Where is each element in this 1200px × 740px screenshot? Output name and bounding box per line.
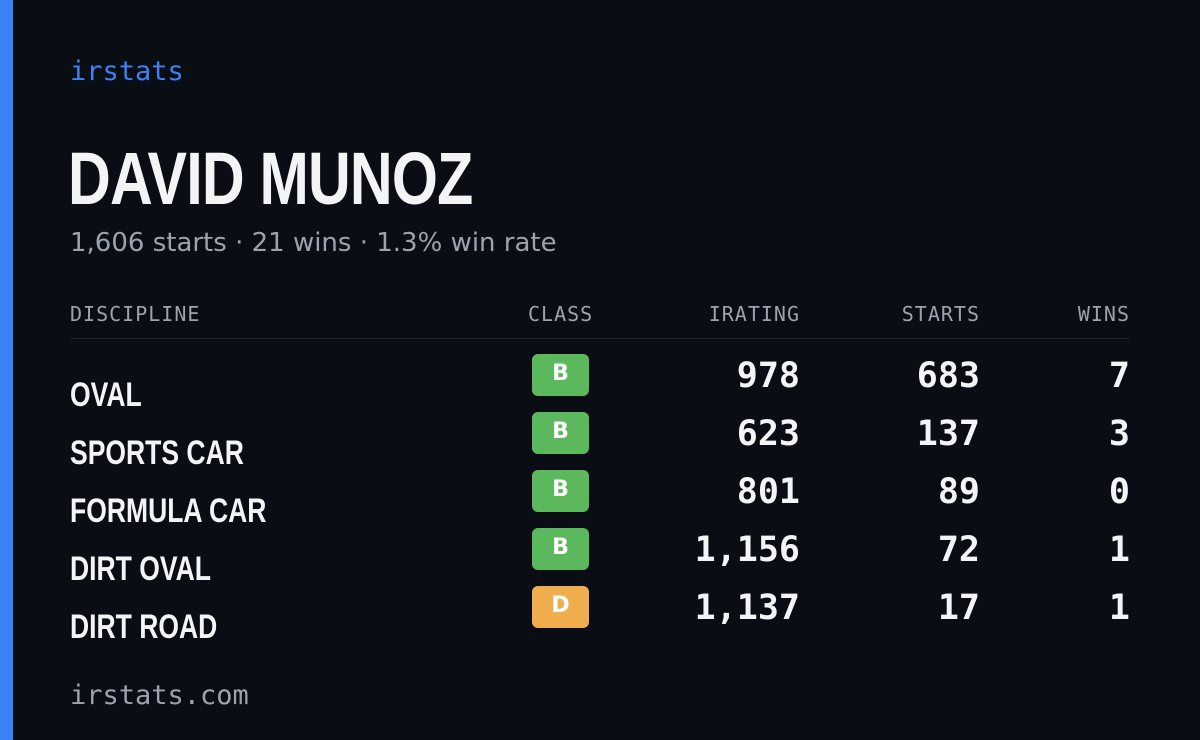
starts-value: 137 [916, 414, 980, 454]
wins-value: 7 [1108, 356, 1130, 396]
class-badge: B [532, 470, 589, 512]
discipline-name: OVAL [70, 376, 142, 414]
table-header: DISCIPLINE CLASS IRATING STARTS WINS [70, 296, 1130, 339]
discipline-name: FORMULA CAR [70, 492, 267, 530]
starts-value: 72 [937, 530, 980, 570]
table-row: OVAL B 978 683 7 [70, 354, 1130, 414]
class-badge: B [532, 528, 589, 570]
table-row: DIRT OVAL B 1,156 72 1 [70, 528, 1130, 588]
irating-value: 801 [736, 472, 800, 512]
table-row: FORMULA CAR B 801 89 0 [70, 470, 1130, 530]
irating-value: 623 [736, 414, 800, 454]
irating-value: 1,156 [694, 530, 800, 570]
wins-value: 1 [1108, 588, 1130, 628]
starts-value: 683 [916, 356, 980, 396]
class-badge: D [532, 586, 589, 628]
footer-url: irstats.com [70, 680, 249, 711]
accent-bar [0, 0, 13, 740]
header-wins: WINS [1077, 302, 1130, 326]
header-irating: IRATING [708, 302, 800, 326]
class-badge: B [532, 354, 589, 396]
discipline-name: DIRT OVAL [70, 550, 211, 588]
table-row: DIRT ROAD D 1,137 17 1 [70, 586, 1130, 646]
irating-value: 978 [736, 356, 800, 396]
discipline-name: DIRT ROAD [70, 608, 218, 646]
header-discipline: DISCIPLINE [70, 302, 201, 326]
header-starts: STARTS [901, 302, 980, 326]
table-row: SPORTS CAR B 623 137 3 [70, 412, 1130, 472]
wins-value: 0 [1108, 472, 1130, 512]
starts-value: 17 [937, 588, 980, 628]
driver-summary: 1,606 starts · 21 wins · 1.3% win rate [70, 228, 557, 258]
discipline-name: SPORTS CAR [70, 434, 244, 472]
brand-logo: irstats [70, 56, 184, 87]
driver-name: DAVID MUNOZ [68, 137, 473, 220]
wins-value: 1 [1108, 530, 1130, 570]
header-class: CLASS [528, 302, 594, 326]
irating-value: 1,137 [694, 588, 800, 628]
starts-value: 89 [937, 472, 980, 512]
class-badge: B [532, 412, 589, 454]
wins-value: 3 [1108, 414, 1130, 454]
